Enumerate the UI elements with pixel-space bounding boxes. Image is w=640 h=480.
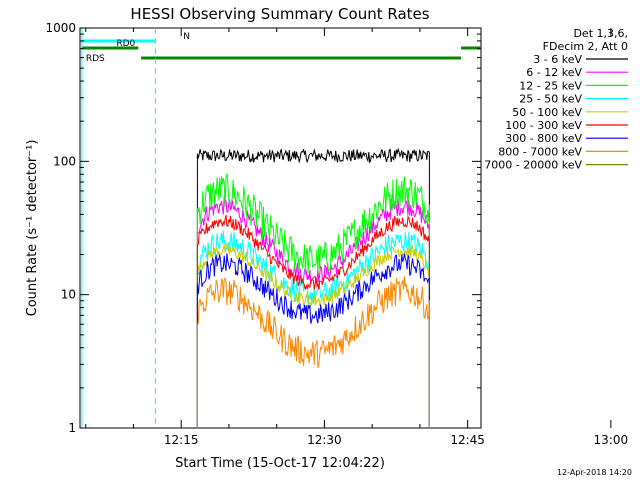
x-tick-label: 12:15	[164, 433, 199, 447]
chart-title: HESSI Observing Summary Count Rates	[130, 5, 429, 23]
x-tick-label: 12:30	[307, 433, 342, 447]
plot-frame	[79, 27, 482, 429]
legend-entry-label: 800 - 7000 keV	[498, 145, 582, 158]
legend-entry-label: 50 - 100 keV	[512, 106, 582, 119]
series-group	[196, 147, 430, 428]
series-line	[196, 214, 430, 428]
y-axis: 1 10 100 1000	[45, 21, 481, 435]
x-tick-label: 12:45	[450, 433, 485, 447]
status-bars: N RD0 RDS	[81, 32, 481, 64]
y-tick-label: 10	[61, 288, 76, 302]
series-line	[196, 243, 430, 428]
series-line	[196, 173, 430, 428]
legend-header: FDecim 2, Att 0	[543, 40, 628, 53]
x-axis-label: Start Time (15-Oct-17 12:04:22)	[175, 456, 385, 471]
legend-entry-label: 3 - 6 keV	[533, 53, 582, 66]
x-tick-label: 13:00	[594, 433, 629, 447]
legend-entry-label: 7000 - 20000 keV	[484, 159, 582, 172]
status-bar-label: RD0	[116, 39, 135, 49]
legend-entry-label: 300 - 800 keV	[505, 132, 582, 145]
y-tick-label: 100	[53, 154, 76, 168]
legend-entry-label: 12 - 25 keV	[519, 79, 582, 92]
legend-entry-label: 100 - 300 keV	[505, 119, 582, 132]
y-tick-label: 1	[68, 421, 76, 435]
series-line	[196, 253, 430, 428]
legend-header: Det 1,3,6,	[573, 27, 628, 40]
series-line	[196, 147, 430, 428]
y-tick-label: 1000	[45, 21, 76, 35]
status-bar-label: N	[183, 32, 190, 42]
legend-entry-label: 25 - 50 keV	[519, 93, 582, 106]
legend-entry-label: 6 - 12 keV	[526, 66, 582, 79]
series-line	[196, 276, 430, 428]
series-line	[196, 196, 430, 428]
time-markers	[81, 28, 156, 428]
timestamp: 12-Apr-2018 14:20	[557, 468, 632, 477]
status-bar-label: RDS	[86, 54, 105, 64]
y-axis-label: Count Rate (s⁻¹ detector⁻¹)	[25, 140, 40, 317]
